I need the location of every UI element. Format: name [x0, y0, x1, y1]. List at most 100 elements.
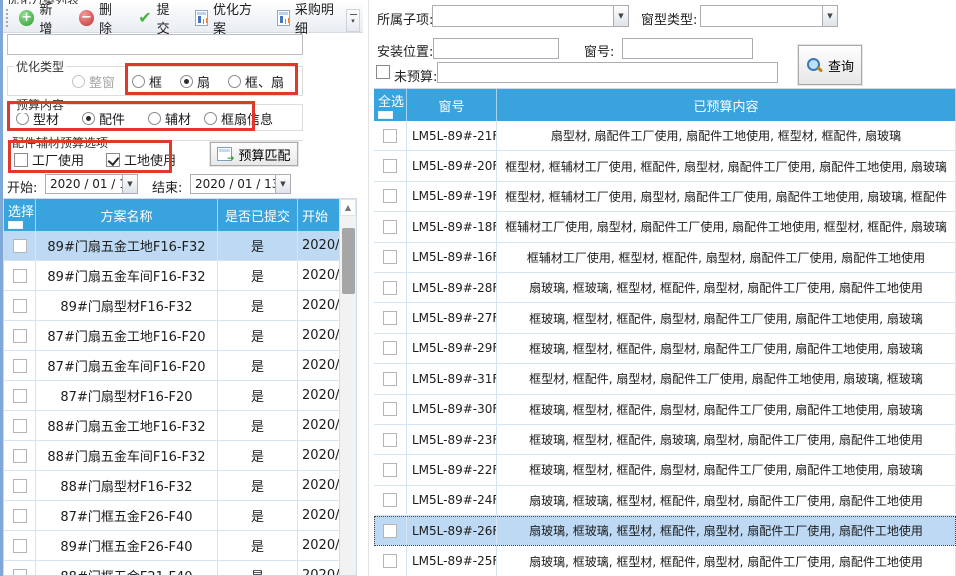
- row-checkbox[interactable]: [383, 341, 397, 356]
- budget-table-row[interactable]: LM5L-89#-23F21 框玻璃, 框型材, 框配件, 扇玻璃, 扇型材, …: [374, 424, 956, 456]
- budget-table-row[interactable]: LM5L-89#-19F17 框型材, 框辅材工厂使用, 扇型材, 扇配件工厂使…: [374, 181, 956, 213]
- checkbox-factory-use[interactable]: 工厂使用: [14, 150, 84, 169]
- plan-name-cell: 88#门扇五金车间F16-F32: [36, 441, 218, 470]
- sub-item-combobox[interactable]: ▼: [432, 5, 629, 27]
- row-checkbox[interactable]: [12, 448, 27, 463]
- row-checkbox[interactable]: [12, 358, 27, 373]
- row-checkbox[interactable]: [383, 189, 397, 204]
- budget-table-row[interactable]: LM5L-89#-20F18 框型材, 框辅材工厂使用, 框配件, 扇型材, 扇…: [374, 151, 956, 182]
- row-checkbox[interactable]: [12, 298, 27, 313]
- unbudgeted-input[interactable]: [437, 62, 778, 83]
- budget-table-row[interactable]: LM5L-89#-16F15 框辅材工厂使用, 框型材, 框配件, 扇型材, 扇…: [374, 242, 956, 273]
- add-button[interactable]: + 新增: [12, 0, 72, 40]
- optimize-plan-button[interactable]: 优化方案: [188, 0, 270, 40]
- unbudgeted-checkbox[interactable]: [376, 65, 390, 79]
- document-chart-icon: [277, 10, 290, 26]
- budget-table-row[interactable]: LM5L-89#-21F19 扇型材, 扇配件工厂使用, 扇配件工地使用, 框型…: [374, 121, 956, 152]
- install-pos-input[interactable]: [433, 38, 559, 59]
- row-checkbox[interactable]: [383, 493, 397, 508]
- chevron-down-icon[interactable]: ▼: [275, 175, 290, 193]
- chevron-down-icon[interactable]: ▼: [822, 6, 837, 26]
- col-submitted[interactable]: 是否已提交: [218, 199, 298, 231]
- chevron-down-icon[interactable]: ▼: [613, 6, 628, 26]
- budget-table-row[interactable]: LM5L-89#-27F25 框玻璃, 框型材, 框配件, 扇型材, 扇配件工厂…: [374, 303, 956, 334]
- col-window-no[interactable]: 窗号: [407, 89, 497, 121]
- radio-frame-sash-info[interactable]: 框扇信息: [204, 109, 273, 128]
- row-checkbox[interactable]: [383, 371, 397, 386]
- row-checkbox[interactable]: [383, 250, 397, 265]
- row-checkbox[interactable]: [12, 538, 27, 553]
- radio-aux-material[interactable]: 辅材: [148, 109, 191, 128]
- plan-table-row[interactable]: 87#门扇五金工地F16-F20 是 2020/0: [4, 321, 356, 351]
- window-no-input[interactable]: [622, 38, 753, 59]
- col-plan-name[interactable]: 方案名称: [36, 199, 218, 231]
- minus-icon: −: [78, 10, 95, 26]
- plan-table-row[interactable]: 89#门扇型材F16-F32 是 2020/0: [4, 291, 356, 321]
- budget-table-row[interactable]: LM5L-89#-18F16 框辅材工厂使用, 扇型材, 扇配件工厂使用, 扇配…: [374, 212, 956, 243]
- radio-frame[interactable]: 框: [132, 72, 162, 91]
- budget-match-button[interactable]: 预算匹配: [210, 142, 298, 166]
- radio-profile[interactable]: 型材: [16, 109, 59, 128]
- row-checkbox[interactable]: [383, 432, 397, 447]
- budget-table-row[interactable]: LM5L-89#-29F27 框玻璃, 框型材, 框配件, 扇型材, 扇配件工厂…: [374, 333, 956, 365]
- checkbox-site-use[interactable]: 工地使用: [106, 150, 176, 169]
- plan-table-row[interactable]: 89#门框五金F26-F40 是 2020/0: [4, 531, 356, 561]
- check-icon: ✔: [138, 8, 152, 27]
- row-checkbox[interactable]: [12, 418, 27, 433]
- row-checkbox[interactable]: [383, 523, 397, 538]
- scrollbar-thumb[interactable]: [342, 228, 355, 294]
- chevron-down-icon[interactable]: ▼: [122, 175, 137, 193]
- budget-table-row[interactable]: LM5L-89#-26F24 扇玻璃, 框玻璃, 框型材, 框配件, 扇型材, …: [374, 516, 956, 547]
- start-date-picker[interactable]: 2020 / 01 / 1 ▼: [45, 174, 138, 194]
- budget-table-row[interactable]: LM5L-89#-24F22 扇玻璃, 框玻璃, 框型材, 框配件, 扇型材, …: [374, 485, 956, 517]
- toolbar-overflow-button[interactable]: ▾: [346, 9, 360, 32]
- budget-table-row[interactable]: LM5L-89#-22F20 框玻璃, 框型材, 框配件, 扇型材, 扇配件工厂…: [374, 455, 956, 486]
- row-checkbox[interactable]: [12, 508, 27, 523]
- budget-table-row[interactable]: LM5L-89#-31F29 框型材, 框配件, 扇型材, 扇配件工厂使用, 扇…: [374, 364, 956, 395]
- radio-whole-window[interactable]: 整窗: [72, 72, 115, 91]
- plan-table-row[interactable]: 88#门扇五金工地F16-F32 是 2020/0: [4, 411, 356, 441]
- row-checkbox[interactable]: [12, 478, 27, 493]
- budgeted-content-cell: 扇型材, 扇配件工厂使用, 扇配件工地使用, 框型材, 框配件, 扇玻璃: [497, 121, 956, 151]
- plan-table-row[interactable]: 89#门扇五金车间F16-F32 是 2020/0: [4, 261, 356, 291]
- budget-table-body: LM5L-89#-21F19 扇型材, 扇配件工厂使用, 扇配件工地使用, 框型…: [374, 121, 956, 576]
- end-date-picker[interactable]: 2020 / 01 / 13 ▼: [190, 174, 291, 194]
- radio-sash[interactable]: 扇: [180, 72, 210, 91]
- budget-table-row[interactable]: LM5L-89#-28F26 扇玻璃, 框玻璃, 框型材, 框配件, 扇型材, …: [374, 272, 956, 304]
- plan-table-row[interactable]: 88#门框五金F21-F40 是 2020/0: [4, 561, 356, 575]
- row-checkbox[interactable]: [12, 328, 27, 343]
- col-budgeted-content[interactable]: 已预算内容: [497, 89, 956, 121]
- row-checkbox[interactable]: [383, 311, 397, 326]
- query-button[interactable]: 查询: [798, 45, 862, 85]
- row-checkbox[interactable]: [12, 568, 27, 575]
- row-checkbox[interactable]: [383, 159, 397, 174]
- radio-accessory[interactable]: 配件: [82, 109, 125, 128]
- plan-search-input[interactable]: [7, 34, 303, 55]
- row-checkbox[interactable]: [383, 402, 397, 417]
- radio-frame-sash[interactable]: 框、扇: [228, 72, 284, 91]
- select-all-checkbox[interactable]: [8, 221, 23, 229]
- select-all-checkbox[interactable]: [378, 111, 393, 119]
- row-checkbox[interactable]: [12, 268, 27, 283]
- row-checkbox[interactable]: [12, 238, 27, 253]
- plan-table-row[interactable]: 88#门扇五金车间F16-F32 是 2020/0: [4, 441, 356, 471]
- scroll-up-icon[interactable]: ▲: [340, 199, 356, 216]
- plan-table-row[interactable]: 87#门扇型材F16-F20 是 2020/0: [4, 381, 356, 411]
- plan-table-scrollbar[interactable]: ▲: [339, 199, 356, 575]
- window-type-combobox[interactable]: ▼: [700, 5, 838, 27]
- plan-table-row[interactable]: 87#门扇五金车间F16-F20 是 2020/0: [4, 351, 356, 381]
- row-checkbox[interactable]: [383, 128, 397, 143]
- row-checkbox[interactable]: [383, 280, 397, 295]
- row-checkbox[interactable]: [383, 462, 397, 477]
- plan-table-row[interactable]: 89#门扇五金工地F16-F32 是 2020/0: [4, 231, 356, 261]
- row-checkbox[interactable]: [12, 388, 27, 403]
- budget-table-row[interactable]: LM5L-89#-25F23 扇玻璃, 框玻璃, 框型材, 框配件, 扇型材, …: [374, 546, 956, 576]
- submit-button[interactable]: ✔ 提交: [131, 0, 188, 40]
- budget-table-row[interactable]: LM5L-89#-30F28 框玻璃, 框型材, 框配件, 扇型材, 扇配件工厂…: [374, 394, 956, 425]
- delete-button[interactable]: − 删除: [72, 0, 132, 40]
- row-checkbox[interactable]: [383, 219, 397, 234]
- toolbar-grip[interactable]: [5, 8, 9, 28]
- row-checkbox[interactable]: [383, 554, 397, 569]
- plan-table-row[interactable]: 88#门扇型材F16-F32 是 2020/0: [4, 471, 356, 501]
- plan-table-row[interactable]: 87#门框五金F26-F40 是 2020/0: [4, 501, 356, 531]
